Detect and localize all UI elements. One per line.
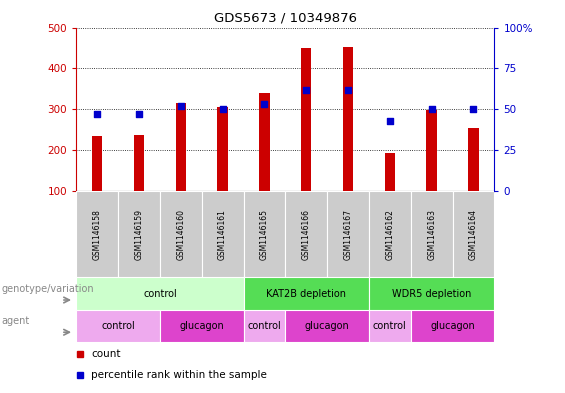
Text: genotype/variation: genotype/variation [2, 284, 94, 294]
Text: control: control [247, 321, 281, 331]
Bar [202, 191, 244, 277]
Bar [76, 191, 118, 277]
Point [385, 118, 394, 124]
Point [176, 103, 185, 109]
Bar [76, 310, 160, 342]
Point [218, 106, 227, 112]
Bar [259, 93, 270, 191]
Bar [453, 191, 494, 277]
Text: GSM1146166: GSM1146166 [302, 209, 311, 260]
Bar [369, 277, 494, 310]
Bar [244, 277, 369, 310]
Bar [301, 48, 311, 191]
Bar [244, 191, 285, 277]
Text: control: control [143, 288, 177, 299]
Bar [369, 191, 411, 277]
Bar [411, 310, 494, 342]
Bar [369, 310, 411, 342]
Text: GSM1146164: GSM1146164 [469, 209, 478, 260]
Bar [285, 310, 369, 342]
Bar [244, 310, 285, 342]
Point [469, 106, 478, 112]
Bar [385, 153, 395, 191]
Bar [160, 310, 244, 342]
Title: GDS5673 / 10349876: GDS5673 / 10349876 [214, 12, 357, 25]
Text: GSM1146161: GSM1146161 [218, 209, 227, 260]
Point [427, 106, 436, 112]
Point [260, 101, 269, 108]
Text: GSM1146159: GSM1146159 [134, 209, 144, 260]
Text: GSM1146160: GSM1146160 [176, 209, 185, 260]
Point [93, 111, 102, 117]
Bar [218, 107, 228, 191]
Text: GSM1146167: GSM1146167 [344, 209, 353, 260]
Bar [468, 128, 479, 191]
Text: GSM1146162: GSM1146162 [385, 209, 394, 260]
Text: KAT2B depletion: KAT2B depletion [266, 288, 346, 299]
Text: percentile rank within the sample: percentile rank within the sample [91, 370, 267, 380]
Bar [134, 135, 144, 191]
Text: glucagon: glucagon [305, 321, 350, 331]
Point [302, 86, 311, 93]
Text: GSM1146163: GSM1146163 [427, 209, 436, 260]
Text: GSM1146158: GSM1146158 [93, 209, 102, 260]
Text: control: control [101, 321, 135, 331]
Text: control: control [373, 321, 407, 331]
Bar [285, 191, 327, 277]
Bar [118, 191, 160, 277]
Text: GSM1146165: GSM1146165 [260, 209, 269, 260]
Bar [160, 191, 202, 277]
Text: WDR5 depletion: WDR5 depletion [392, 288, 471, 299]
Point [134, 111, 144, 117]
Bar [427, 110, 437, 191]
Text: count: count [91, 349, 120, 359]
Text: agent: agent [2, 316, 30, 326]
Bar [176, 103, 186, 191]
Text: glucagon: glucagon [430, 321, 475, 331]
Bar [76, 277, 244, 310]
Bar [411, 191, 453, 277]
Point [344, 86, 353, 93]
Bar [343, 47, 353, 191]
Bar [327, 191, 369, 277]
Bar [92, 136, 102, 191]
Text: glucagon: glucagon [179, 321, 224, 331]
